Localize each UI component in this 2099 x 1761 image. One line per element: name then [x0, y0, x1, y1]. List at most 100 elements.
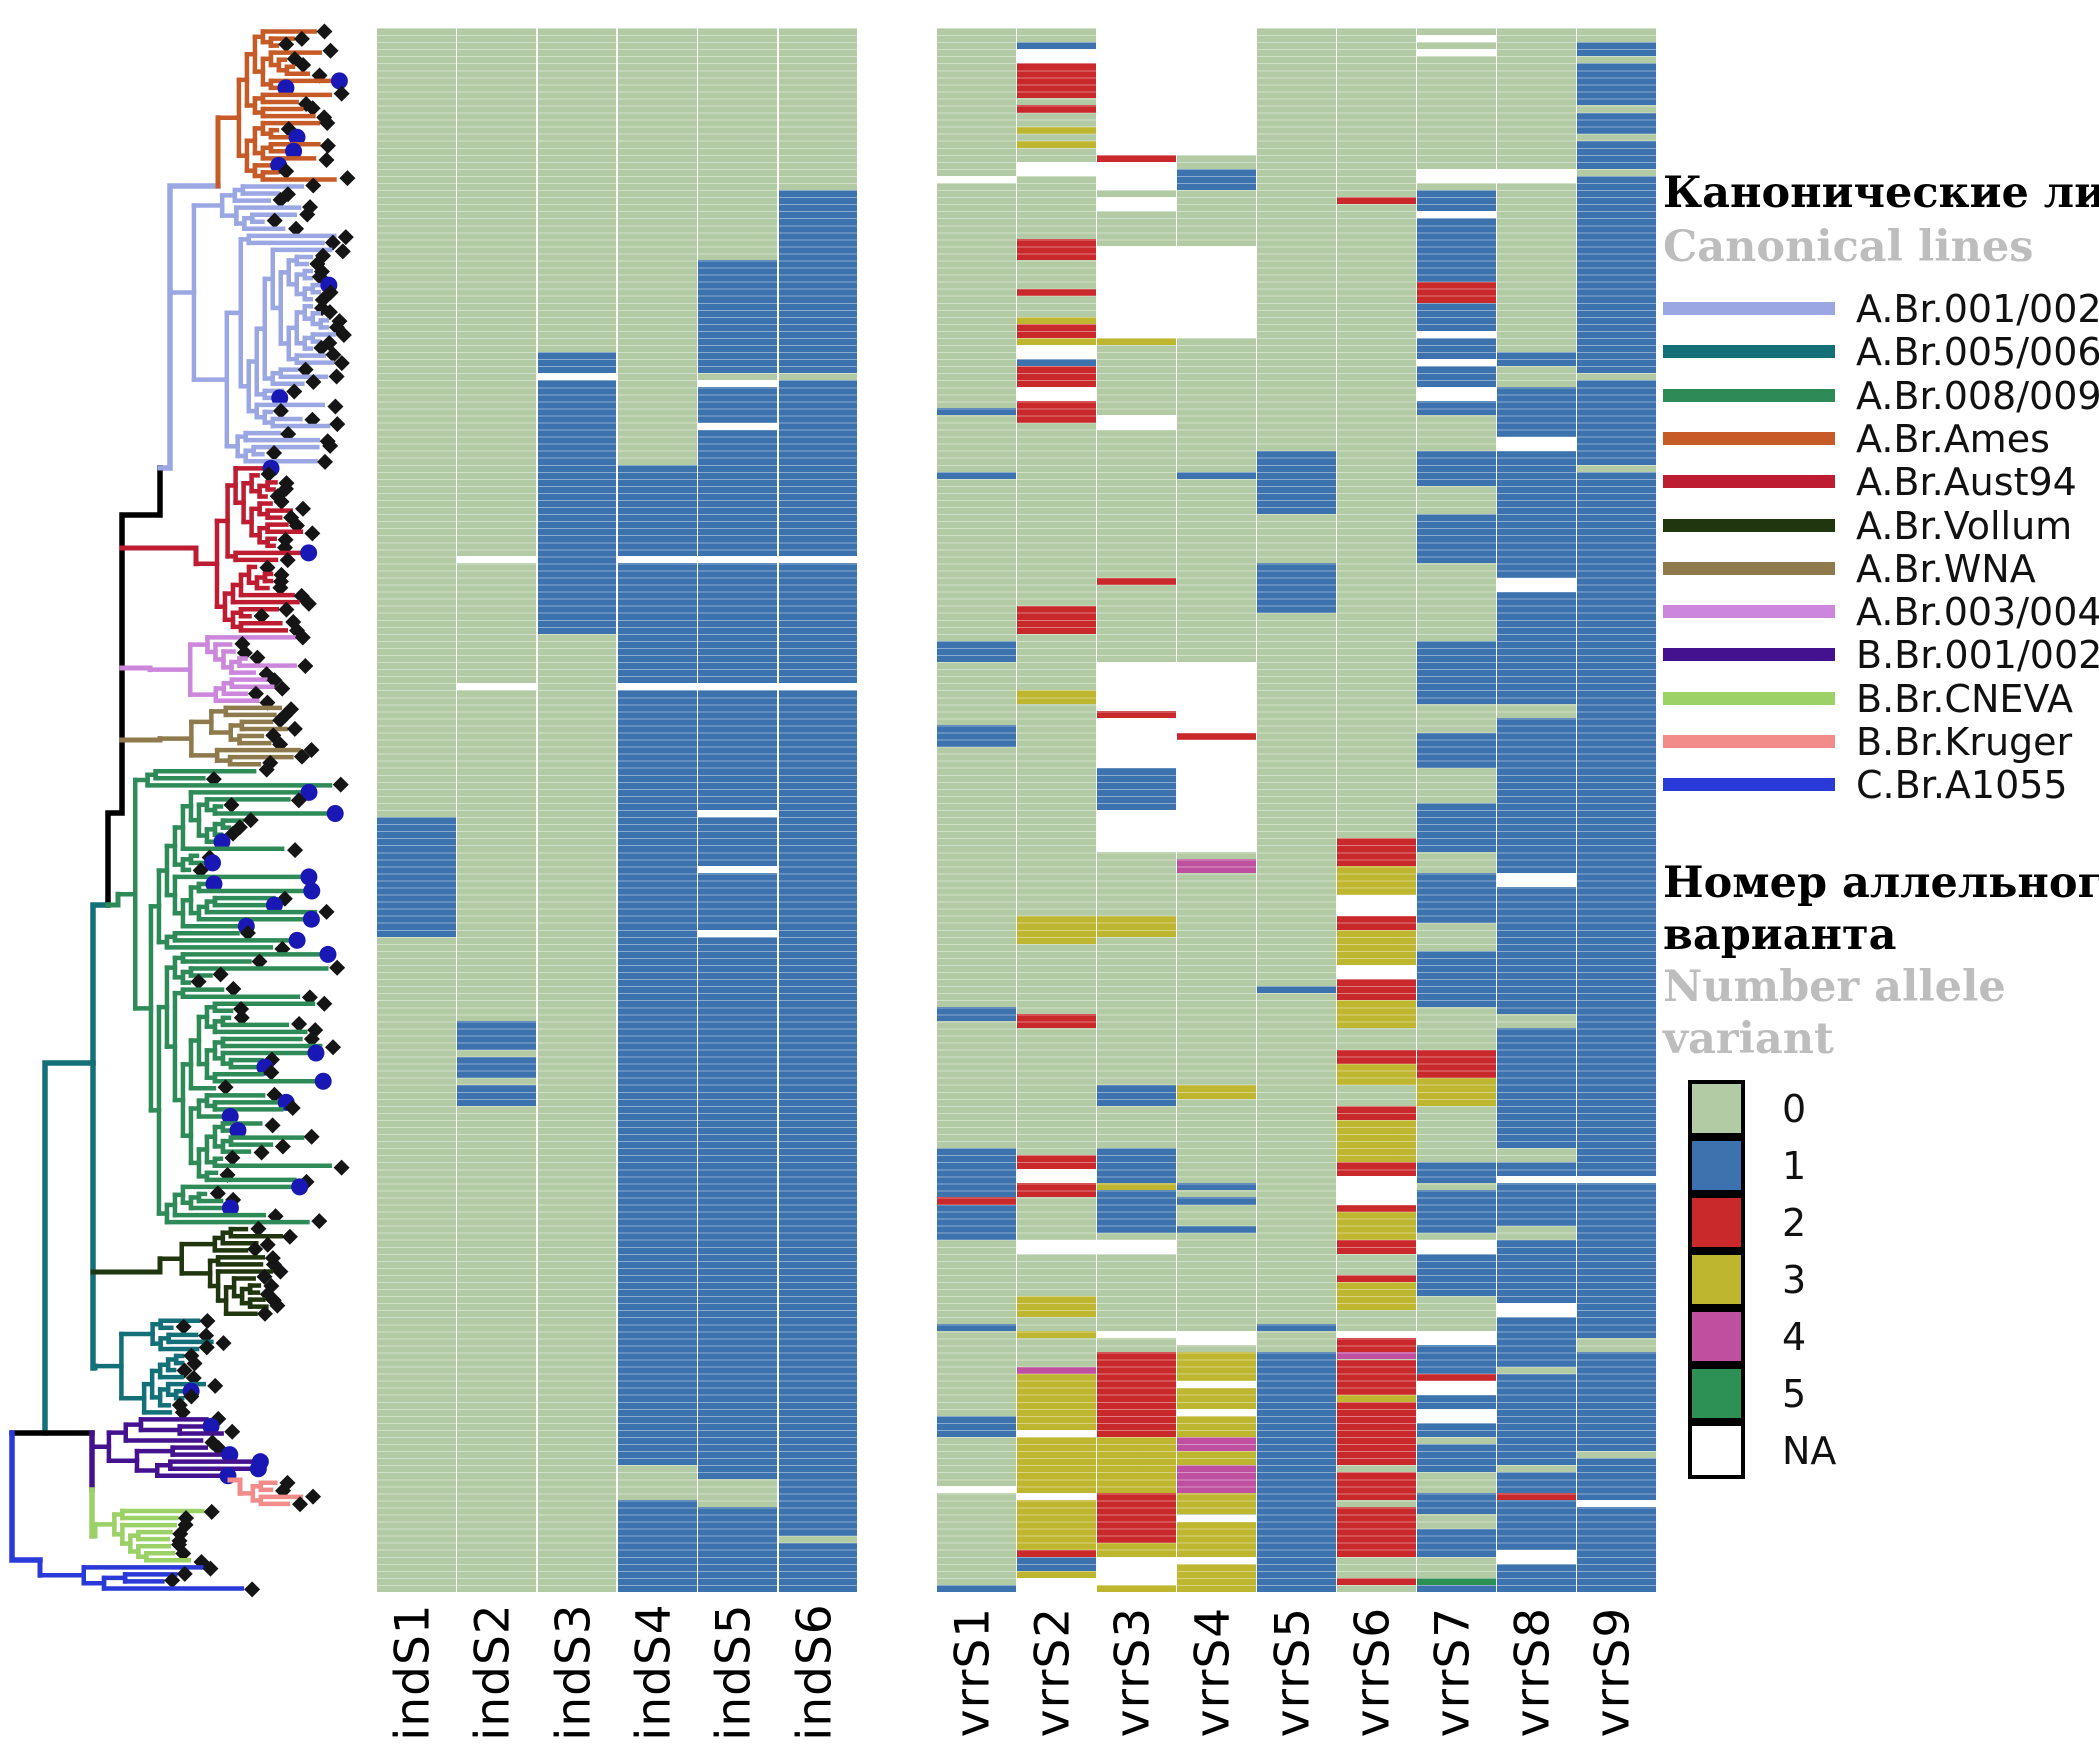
tree-tip-circle	[271, 389, 289, 407]
heatmap-cells-vrrS2-value-2	[1017, 1014, 1096, 1029]
heatmap-cells-vrrS2-value-NA	[1017, 1493, 1096, 1501]
heatmap-cells-vrrS6-value-NA	[1337, 894, 1416, 916]
tree-tip-diamond	[183, 1388, 200, 1405]
tree-tip-diamond	[203, 1503, 220, 1520]
tree-tip-circle	[285, 142, 303, 160]
heatmap-cells-vrrS2-value-2	[1017, 1155, 1096, 1170]
tree-branch	[42, 1060, 96, 1436]
column-label-vrrS5: vrrS5	[1265, 1606, 1321, 1738]
tree-tip-diamond	[176, 1362, 193, 1379]
heatmap-cells-vrrS2-value-3	[1017, 1331, 1096, 1339]
allele-swatch-1	[1688, 1137, 1745, 1194]
legend-line-swatch-A.Br.Aust94	[1663, 475, 1835, 489]
heatmap-cells-vrrS4-value-3	[1177, 1084, 1256, 1099]
tree-tip-diamond	[274, 680, 291, 697]
heatmap-cells-vrrS6-value-2	[1337, 1577, 1416, 1585]
tree-tip-diamond	[224, 1149, 241, 1166]
tree-branch	[157, 290, 173, 471]
tree-tip-diamond	[334, 243, 351, 260]
allele-swatch-2	[1688, 1194, 1745, 1251]
heatmap-cells-vrrS4-value-NA	[1177, 28, 1256, 155]
heatmap-cells-vrrS5-value-1	[1257, 1352, 1336, 1592]
heatmap-cells-vrrS2-value-3	[1017, 126, 1096, 134]
tree-tip-diamond	[318, 151, 335, 168]
allele-swatch-label: 3	[1782, 1258, 1807, 1302]
heatmap-cells-vrrS4-value-NA	[1177, 1514, 1256, 1522]
tree-tip-diamond	[301, 989, 318, 1006]
heatmap-cells-vrrS1-value-1	[937, 1007, 1016, 1022]
heatmap-cells-vrrS8-value-0	[1497, 1366, 1576, 1374]
tree-tip-diamond	[339, 170, 356, 187]
heatmap-cells-vrrS3-value-3	[1097, 1183, 1176, 1191]
column-label-vrrS6: vrrS6	[1345, 1606, 1401, 1738]
tree-tip-diamond	[278, 601, 295, 618]
heatmap-cells-vrrS7-value-1	[1417, 1422, 1496, 1437]
column-label-vrrS1: vrrS1	[945, 1606, 1001, 1738]
legend-line-swatch-A.Br.WNA	[1663, 561, 1835, 575]
tree-tip-diamond	[303, 1031, 320, 1048]
heatmap-cells-vrrS1-value-1	[937, 725, 1016, 747]
legend-allele-title-ru-2: варианта	[1663, 910, 1897, 960]
heatmap-cells-vrrS7-value-1	[1417, 337, 1496, 360]
tree-tip-diamond	[288, 220, 305, 237]
heatmap-cells-vrrS2-value-3	[1017, 1373, 1096, 1550]
tree-tip-circle	[213, 833, 231, 851]
heatmap-cells-vrrS5-value-1	[1257, 986, 1336, 994]
tree-tip-diamond	[260, 466, 277, 483]
legend-canonical-title-ru: Канонические линии	[1663, 168, 2099, 218]
heatmap-cells-vrrS4-value-1	[1177, 1225, 1256, 1233]
tree-tip-diamond	[304, 411, 321, 428]
tree-tip-diamond	[174, 1404, 191, 1421]
heatmap-cells-vrrS8-value-NA	[1497, 436, 1576, 451]
heatmap-cells-vrrS7-value-1	[1417, 366, 1496, 388]
tree-tip-diamond	[198, 1339, 215, 1356]
tree-tip-circle	[291, 1178, 309, 1196]
heatmap-cells-vrrS3-value-2	[1097, 1352, 1176, 1437]
tree-tip-diamond	[269, 1297, 286, 1314]
heatmap-cells-vrrS4-value-3	[1177, 1521, 1256, 1557]
tree-tip-diamond	[258, 761, 275, 778]
tree-tip-diamond	[295, 500, 312, 517]
tree-tip-diamond	[266, 212, 283, 229]
heatmap-cells-vrrS6-value-3	[1337, 1063, 1416, 1085]
heatmap-cells-vrrS7-value-2	[1417, 1049, 1496, 1078]
tree-branch	[105, 465, 163, 908]
heatmap-cells-vrrS3-value-NA	[1097, 718, 1176, 768]
heatmap-cells-vrrS7-value-1	[1417, 1190, 1496, 1233]
heatmap-cells-indS5-value-NA	[698, 866, 778, 874]
heatmap-cells-vrrS2-value-2	[1017, 105, 1096, 113]
tree-tip-diamond	[192, 862, 209, 879]
heatmap-cells-vrrS8-value-1	[1497, 387, 1576, 1592]
tree-tip-diamond	[207, 1377, 224, 1394]
legend-line-swatch-A.Br.Ames	[1663, 431, 1835, 445]
tree-tip-circle	[229, 1122, 247, 1140]
tree-tip-circle	[202, 1417, 220, 1435]
heatmap-cells-vrrS2-value-2	[1017, 401, 1096, 423]
heatmap-cells-vrrS6-value-2	[1337, 1472, 1416, 1501]
heatmap-cells-vrrS1-value-NA	[937, 1486, 1016, 1494]
heatmap-cells-vrrS6-value-2	[1337, 1437, 1416, 1466]
heatmap-cells-vrrS4-value-4	[1177, 1437, 1256, 1452]
tree-tip-diamond	[233, 1009, 250, 1026]
tree-tip-diamond	[287, 842, 304, 859]
heatmap-cells-vrrS6-value-NA	[1337, 1331, 1416, 1339]
heatmap-cells-vrrS7-value-5	[1417, 1577, 1496, 1585]
tree-tip-circle	[319, 945, 337, 963]
tree-tip-circle	[221, 1446, 239, 1464]
tree-tip-diamond	[259, 559, 276, 576]
tree-tip-diamond	[333, 1159, 350, 1176]
heatmap-cells-vrrS7-value-1	[1417, 401, 1496, 416]
heatmap-cells-indS4-value-NA	[617, 683, 697, 691]
heatmap-cells-vrrS6-value-2	[1337, 1105, 1416, 1120]
tree-branch	[9, 1430, 43, 1563]
heatmap-cells-vrrS7-value-NA	[1417, 49, 1496, 57]
tree-tip-diamond	[300, 595, 317, 612]
heatmap-cells-vrrS7-value-NA	[1417, 387, 1496, 402]
tree-tip-diamond	[264, 1117, 281, 1134]
heatmap-cells-vrrS2-value-NA	[1017, 1169, 1096, 1184]
heatmap-cells-vrrS3-value-3	[1097, 337, 1176, 345]
heatmap-cells-vrrS2-value-3	[1017, 337, 1096, 345]
heatmap-cells-vrrS4-value-3	[1177, 1493, 1256, 1515]
tree-tip-diamond	[242, 812, 259, 829]
heatmap-cells-vrrS9-value-NA	[1577, 1176, 1656, 1184]
